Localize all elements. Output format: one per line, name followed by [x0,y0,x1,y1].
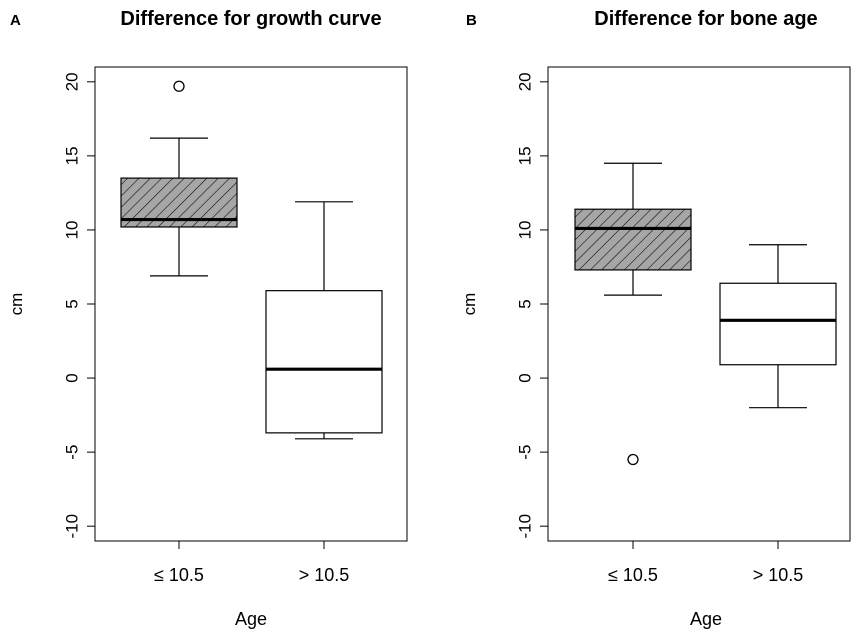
iqr-box [265,290,383,434]
y-tick-label: -10 [62,514,81,539]
y-tick-label: 0 [62,373,81,382]
boxplot [120,80,238,277]
y-tick-label: 10 [515,220,534,239]
y-axis-label-b: cm [460,293,479,316]
y-tick-label: 0 [515,373,534,382]
y-tick-label: 15 [515,146,534,165]
y-tick-label: 20 [515,72,534,91]
boxplots-b [574,162,837,466]
y-tick-label: 5 [515,299,534,308]
chart-title-a: Difference for growth curve [120,8,381,30]
iqr-box [574,208,692,271]
x-axis-a: ≤ 10.5 > 10.5 [154,540,350,585]
x-axis-label-b: Age [690,609,722,629]
x-axis-label-a: Age [235,609,267,629]
y-tick-label: -5 [62,445,81,460]
boxplot [719,244,837,409]
boxplot [265,201,383,440]
panel-a: A Difference for growth curve -10 -5 0 5 10 1… [7,8,408,629]
y-tick-label: 20 [62,72,81,91]
outlier-point [627,453,639,466]
panel-b: B Difference for bone age -10-505101520 … [460,8,851,629]
iqr-box [719,282,837,366]
y-tick-label: 15 [62,146,81,165]
x-tick-label: ≤ 10.5 [154,565,204,585]
y-axis-label-a: cm [7,293,26,316]
y-tick-label: 10 [62,220,81,239]
y-axis-a: -10 -5 0 5 10 15 20 [62,72,96,539]
y-tick-label: 5 [62,299,81,308]
x-axis-b: ≤ 10.5 > 10.5 [608,540,804,585]
y-tick-label: -10 [515,514,534,539]
y-tick-label: -5 [515,445,534,460]
x-tick-label: > 10.5 [753,565,804,585]
boxplot [574,162,692,466]
outlier-point [173,80,185,92]
panel-label-b: B [466,12,477,29]
y-axis-b: -10 -5 0 5 10 15 20 [515,72,549,539]
boxplots-a [120,80,383,440]
chart-title-b: Difference for bone age [594,8,817,30]
x-tick-label: > 10.5 [299,565,350,585]
x-tick-label: ≤ 10.5 [608,565,658,585]
panel-label-a: A [10,12,21,29]
